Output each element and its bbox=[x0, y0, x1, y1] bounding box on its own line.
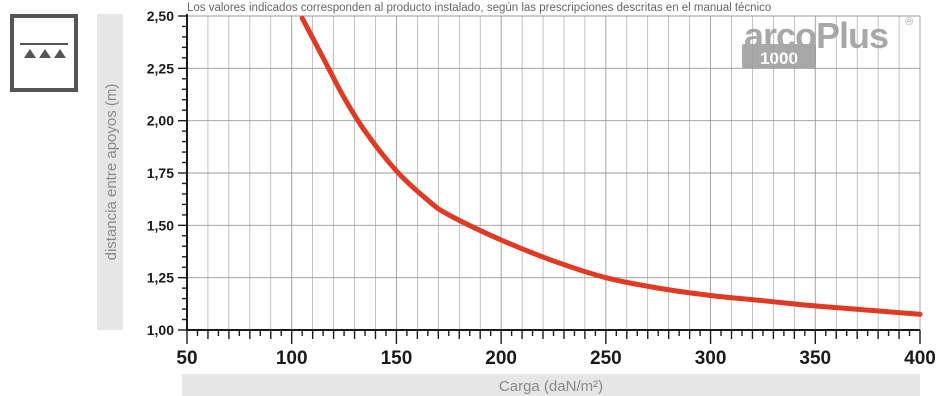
y-axis-label-box bbox=[97, 14, 123, 330]
logo-sub-text: 1000 bbox=[760, 49, 798, 68]
logo-main-text: arcoPlus bbox=[744, 15, 888, 56]
series-line-0 bbox=[299, 15, 923, 317]
tick-labels: 50 100 150 200 250 300 350 400 1,00 1,25 1,50 1,75 2… bbox=[147, 8, 936, 369]
y-tick-label: 1,50 bbox=[147, 217, 174, 233]
x-axis-label: Carga (daN/m²) bbox=[499, 378, 603, 395]
y-axis-label: distancia entre apoyos (m) bbox=[103, 84, 120, 261]
chart-note: Los valores indicados corresponden al pr… bbox=[187, 2, 771, 14]
x-tick-label: 400 bbox=[904, 348, 936, 369]
y-tick-label: 1,75 bbox=[147, 165, 174, 181]
y-tick-label: 2,00 bbox=[147, 113, 174, 129]
x-tick-label: 300 bbox=[695, 348, 727, 369]
y-tick-label: 2,50 bbox=[147, 8, 174, 24]
x-tick-label: 200 bbox=[485, 348, 517, 369]
x-tick-label: 350 bbox=[799, 348, 831, 369]
grid bbox=[187, 15, 921, 330]
x-tick-label: 50 bbox=[176, 348, 197, 369]
distributed-load-icon bbox=[10, 14, 78, 92]
arcoplus-logo: 1000 arcoPlus ® bbox=[742, 15, 913, 68]
logo-registered: ® bbox=[905, 16, 913, 28]
x-tick-label: 100 bbox=[276, 348, 308, 369]
series bbox=[299, 15, 923, 317]
axes bbox=[178, 14, 921, 344]
y-tick-label: 2,25 bbox=[147, 60, 174, 76]
y-tick-label: 1,00 bbox=[147, 322, 174, 338]
y-tick-label: 1,25 bbox=[147, 270, 174, 286]
x-tick-label: 150 bbox=[381, 348, 413, 369]
x-tick-label: 250 bbox=[590, 348, 622, 369]
x-axis-label-box bbox=[182, 374, 920, 396]
